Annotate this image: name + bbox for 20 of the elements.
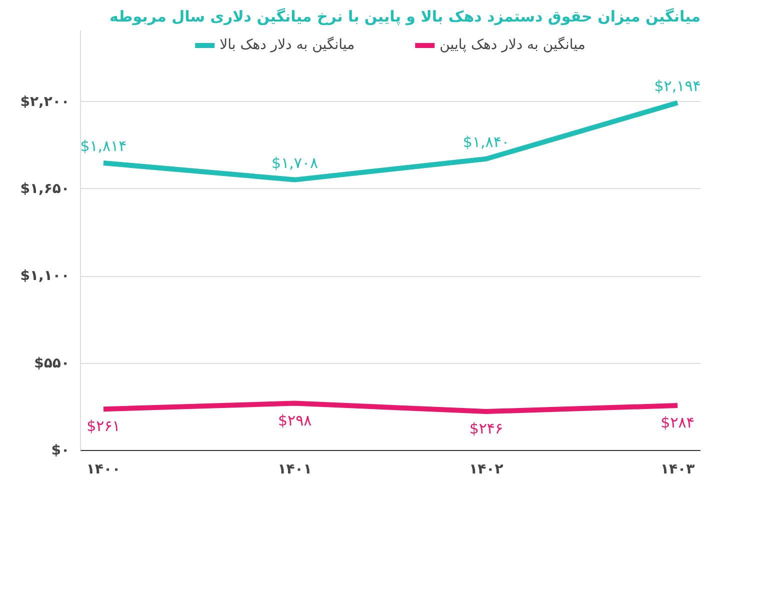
x-tick-label: ۱۴۰۱ (278, 462, 312, 478)
data-label: $۲۴۶ (469, 420, 504, 438)
x-tick-label: ۱۴۰۰ (86, 462, 121, 478)
data-label: $۱,۷۰۸ (272, 154, 318, 172)
y-tick-label: $۲,۲۰۰ (20, 94, 70, 110)
x-tick-label: ۱۴۰۲ (469, 462, 504, 478)
y-tick-label: $۱,۶۵۰ (20, 180, 70, 197)
data-label: $۲۹۸ (278, 411, 312, 430)
data-label: $۱,۸۴۰ (462, 132, 510, 151)
data-label: $۱,۸۱۴ (80, 137, 127, 155)
data-label: $۲۸۴ (660, 413, 694, 432)
legend-label: میانگین به دلار دهک پایین (440, 37, 586, 53)
y-tick-label: $۵۵۰ (34, 355, 70, 372)
y-tick-label: $۱,۱۰۰ (20, 268, 70, 284)
data-label: $۲,۱۹۴ (654, 76, 701, 95)
x-tick-label: ۱۴۰۳ (660, 462, 696, 478)
data-label: $۲۶۱ (86, 417, 120, 436)
legend-label: میانگین به دلار دهک بالا (220, 37, 355, 53)
y-tick-label: $۰ (51, 442, 70, 458)
chart-title: میانگین میزان حقوق دستمزد دهک بالا و پایین با نرخ میانگین دلاری سال مربوطه (110, 8, 701, 26)
